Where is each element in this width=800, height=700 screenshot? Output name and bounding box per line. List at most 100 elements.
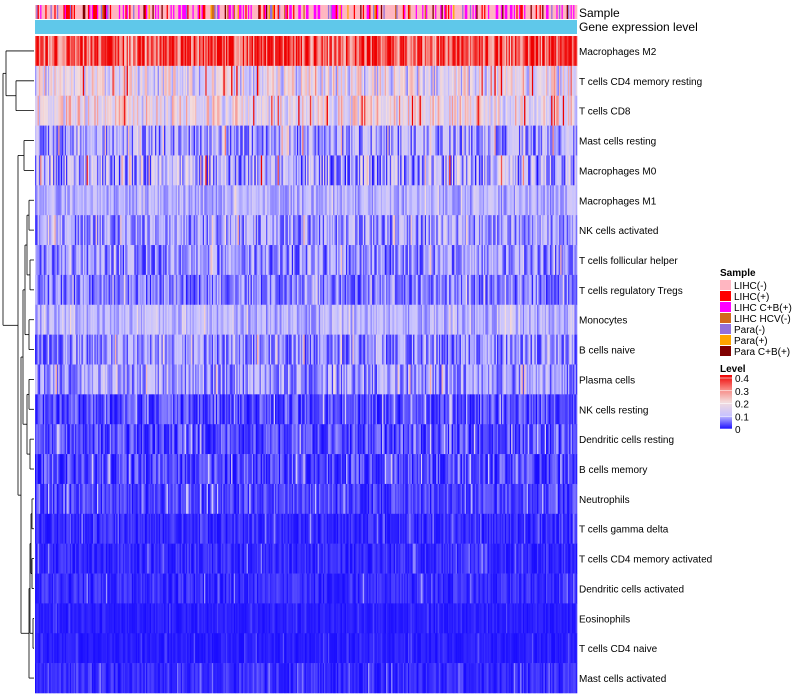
heatmap-cell [347, 65, 349, 97]
heatmap-cell [140, 334, 143, 365]
heatmap-cell [468, 95, 471, 126]
heatmap-cell [267, 95, 269, 126]
heatmap-cell [542, 155, 544, 186]
heatmap-cell [360, 36, 362, 67]
heatmap-cell [166, 155, 169, 186]
heatmap-cell [178, 245, 180, 276]
heatmap-cell [236, 155, 238, 186]
sample-cell [111, 5, 113, 19]
heatmap-cell [569, 65, 571, 97]
heatmap-cell [145, 245, 148, 276]
heatmap-cell [478, 304, 481, 335]
heatmap-cell [464, 245, 467, 276]
heatmap-cell [405, 65, 407, 97]
heatmap-cell [107, 274, 109, 306]
heatmap-cell [81, 185, 84, 216]
heatmap-cell [246, 334, 249, 365]
heatmap-cell [365, 125, 367, 156]
heatmap-cell [552, 185, 555, 216]
heatmap-cell [289, 155, 291, 186]
heatmap-cell [223, 36, 225, 67]
heatmap-cell [521, 274, 524, 306]
heatmap-cell [356, 65, 358, 97]
heatmap-cell [155, 274, 157, 306]
heatmap-cell [329, 155, 331, 186]
heatmap-cell [196, 95, 198, 126]
heatmap-cell [548, 65, 551, 97]
heatmap-cell [447, 274, 450, 306]
heatmap-cell [242, 304, 245, 335]
heatmap-cell [189, 155, 192, 186]
heatmap-cell [526, 215, 529, 246]
heatmap-cell [517, 245, 520, 276]
heatmap-cell [118, 215, 121, 246]
heatmap-cell [86, 125, 89, 156]
heatmap-cell [36, 245, 38, 276]
heatmap-cell [379, 334, 382, 365]
heatmap-cell [90, 304, 93, 335]
heatmap-cell [138, 304, 140, 335]
heatmap-cell [209, 274, 211, 306]
heatmap-cell [387, 36, 389, 67]
heatmap-cell [296, 334, 299, 365]
heatmap-cell [410, 245, 413, 276]
heatmap-cell [451, 185, 454, 216]
heatmap-cell [207, 185, 210, 216]
heatmap-cell [404, 36, 406, 67]
sample-cell [362, 5, 365, 19]
heatmap-cell [51, 274, 54, 306]
heatmap-cell [330, 36, 333, 67]
heatmap-cell [573, 185, 575, 216]
heatmap-cell [471, 65, 473, 97]
heatmap-cell [174, 155, 176, 186]
heatmap-cell [59, 215, 62, 246]
heatmap-cell [37, 215, 40, 246]
heatmap-cell [329, 65, 331, 97]
heatmap-cell [284, 125, 286, 156]
heatmap-cell [307, 185, 309, 216]
heatmap-cell [268, 215, 271, 246]
heatmap-cell [182, 274, 184, 306]
heatmap-cell [213, 125, 215, 156]
heatmap-cell [202, 215, 205, 246]
heatmap-cell [410, 185, 413, 216]
heatmap-cell [386, 95, 388, 126]
heatmap-cell [183, 274, 185, 306]
heatmap-cell [574, 155, 577, 186]
heatmap-cell [277, 95, 280, 126]
heatmap-cell [143, 245, 145, 276]
heatmap-cell [409, 185, 411, 216]
heatmap-cell [449, 304, 451, 335]
sample-cell [410, 5, 413, 19]
heatmap-cell [175, 65, 178, 97]
heatmap-cell [291, 245, 294, 276]
heatmap-cell [155, 334, 157, 365]
heatmap-cell [329, 304, 331, 335]
heatmap-cell [164, 304, 166, 335]
heatmap-cell [507, 95, 509, 126]
heatmap-cell [135, 274, 138, 306]
heatmap-cell [406, 245, 409, 276]
heatmap-cell [440, 36, 442, 67]
heatmap-cell [104, 65, 107, 97]
heatmap-cell [548, 304, 551, 335]
heatmap-cell [187, 304, 189, 335]
heatmap-cell [512, 245, 515, 276]
heatmap-cell [426, 125, 428, 156]
sample-cell [506, 5, 508, 19]
heatmap-cell [220, 65, 223, 97]
heatmap-cell [152, 125, 155, 156]
heatmap-cell [144, 36, 147, 67]
heatmap-cell [47, 125, 50, 156]
heatmap-cell [547, 215, 549, 246]
heatmap-cell [131, 95, 134, 126]
sample-cell [125, 5, 127, 19]
heatmap-cell [472, 274, 475, 306]
heatmap-cell [503, 215, 506, 246]
heatmap-cell [213, 274, 215, 306]
heatmap-cell [409, 334, 411, 365]
heatmap-cell [215, 245, 218, 276]
heatmap-cell [220, 334, 223, 365]
heatmap-cell [324, 215, 326, 246]
heatmap-cell [407, 125, 410, 156]
